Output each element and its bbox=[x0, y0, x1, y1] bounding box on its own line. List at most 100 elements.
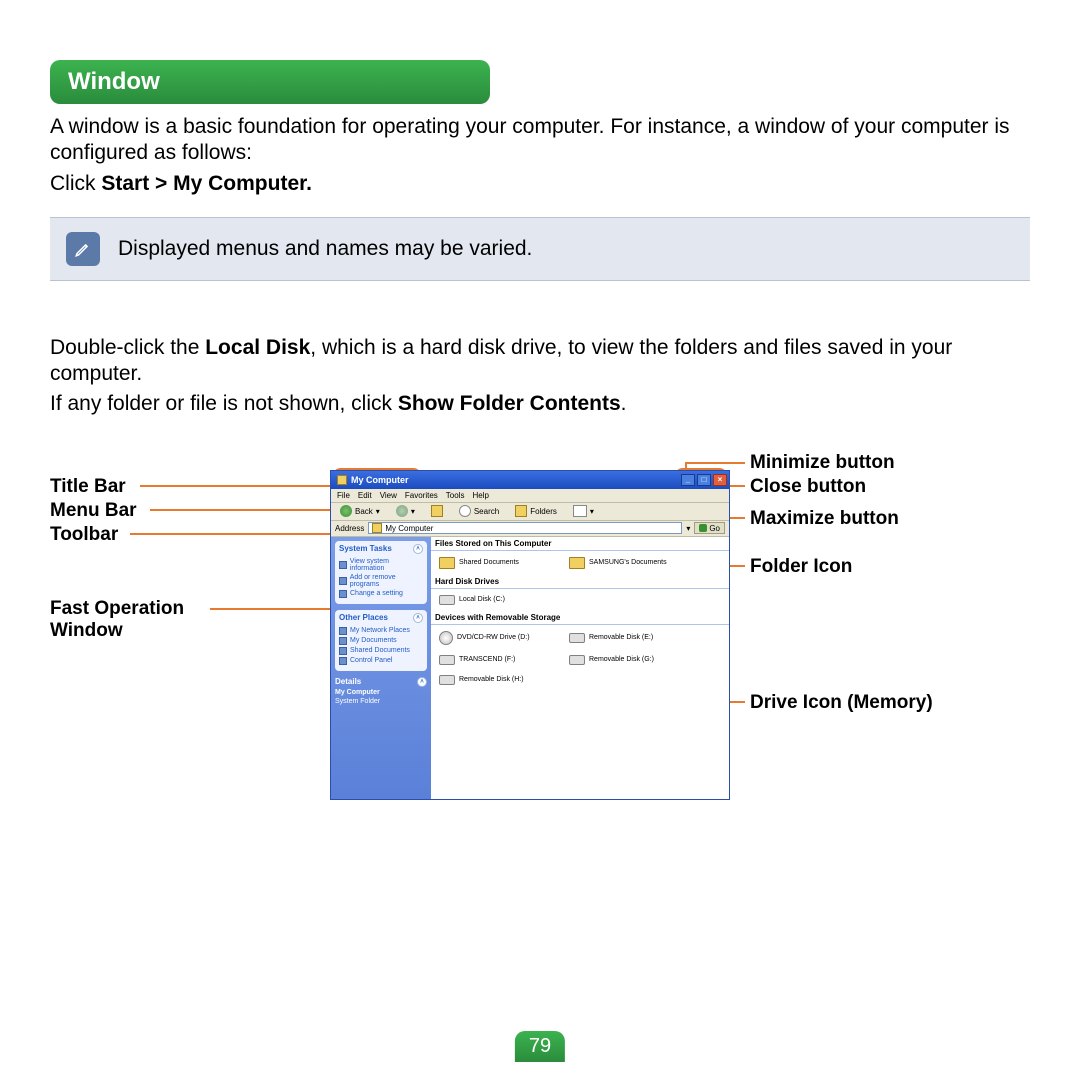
item-label: DVD/CD-RW Drive (D:) bbox=[457, 634, 530, 641]
my-computer-icon bbox=[337, 475, 347, 485]
callout-minimize: Minimize button bbox=[750, 452, 895, 474]
address-value: My Computer bbox=[385, 524, 433, 533]
group-header: Files Stored on This Computer bbox=[431, 537, 729, 551]
annotated-screenshot-diagram: Title Bar Menu Bar Toolbar Fast Operatio… bbox=[50, 458, 1030, 858]
folder-item[interactable]: SAMSUNG's Documents bbox=[569, 557, 689, 569]
item-label: SAMSUNG's Documents bbox=[589, 559, 667, 566]
address-dropdown-icon[interactable]: ▾ bbox=[686, 524, 690, 533]
drive-icon bbox=[569, 655, 585, 665]
go-button[interactable]: Go bbox=[694, 522, 725, 534]
menu-help[interactable]: Help bbox=[472, 491, 488, 500]
folders-icon bbox=[515, 505, 527, 517]
callout-folder-icon: Folder Icon bbox=[750, 556, 852, 578]
page-number: 79 bbox=[515, 1031, 565, 1062]
xp-window: My Computer _ □ × File Edit View Favorit… bbox=[330, 470, 730, 800]
back-button[interactable]: Back ▾ bbox=[335, 503, 385, 519]
sidebar-item[interactable]: View system information bbox=[339, 558, 423, 572]
close-button[interactable]: × bbox=[713, 474, 727, 486]
details-line: My Computer bbox=[335, 689, 380, 696]
back-label: Back bbox=[355, 507, 373, 516]
sidebar-item-label: My Network Places bbox=[350, 627, 410, 634]
drive-item[interactable]: Removable Disk (H:) bbox=[439, 675, 559, 685]
network-icon bbox=[339, 627, 347, 635]
views-icon bbox=[573, 505, 587, 517]
my-computer-icon bbox=[372, 523, 382, 533]
menu-view[interactable]: View bbox=[380, 491, 397, 500]
drive-item[interactable]: TRANSCEND (F:) bbox=[439, 655, 559, 665]
drive-icon bbox=[439, 655, 455, 665]
item-label: Shared Documents bbox=[459, 559, 519, 566]
pencil-icon bbox=[66, 232, 100, 266]
chevron-down-icon: ▾ bbox=[376, 507, 380, 516]
menu-file[interactable]: File bbox=[337, 491, 350, 500]
go-label: Go bbox=[709, 524, 720, 533]
info-icon bbox=[339, 561, 347, 569]
programs-icon bbox=[339, 577, 347, 585]
menu-tools[interactable]: Tools bbox=[446, 491, 465, 500]
details-line: System Folder bbox=[335, 698, 427, 705]
folder-item[interactable]: Shared Documents bbox=[439, 557, 559, 569]
note-box: Displayed menus and names may be varied. bbox=[50, 217, 1030, 281]
chevron-down-icon: ▾ bbox=[590, 507, 594, 516]
xp-menubar[interactable]: File Edit View Favorites Tools Help bbox=[331, 489, 729, 503]
sidebar-item[interactable]: Shared Documents bbox=[339, 647, 423, 655]
group-header: Devices with Removable Storage bbox=[431, 611, 729, 625]
control-panel-icon bbox=[339, 657, 347, 665]
forward-icon bbox=[396, 505, 408, 517]
menu-favorites[interactable]: Favorites bbox=[405, 491, 438, 500]
shared-icon bbox=[339, 647, 347, 655]
sidebar-item-label: Change a setting bbox=[350, 590, 403, 597]
chevron-up-icon[interactable]: ˄ bbox=[413, 613, 423, 623]
chevron-up-icon[interactable]: ˄ bbox=[417, 677, 427, 687]
chevron-up-icon[interactable]: ˄ bbox=[413, 544, 423, 554]
intro-2-prefix: Click bbox=[50, 172, 101, 195]
details-panel: Details ˄ My Computer System Folder bbox=[335, 677, 427, 705]
sidebar-item[interactable]: My Documents bbox=[339, 637, 423, 645]
other-places-title: Other Places bbox=[339, 613, 388, 622]
search-button[interactable]: Search bbox=[454, 503, 504, 519]
minimize-button[interactable]: _ bbox=[681, 474, 695, 486]
up-button[interactable] bbox=[426, 503, 448, 519]
drive-item[interactable]: Removable Disk (G:) bbox=[569, 655, 689, 665]
folders-button[interactable]: Folders bbox=[510, 503, 562, 519]
chevron-down-icon: ▾ bbox=[411, 507, 415, 516]
xp-addressbar: Address My Computer ▾ Go bbox=[331, 521, 729, 537]
note-text: Displayed menus and names may be varied. bbox=[118, 237, 532, 261]
search-label: Search bbox=[474, 507, 499, 516]
views-button[interactable]: ▾ bbox=[568, 503, 599, 519]
para3-bold: Show Folder Contents bbox=[398, 392, 621, 415]
drive-item[interactable]: DVD/CD-RW Drive (D:) bbox=[439, 631, 559, 645]
back-icon bbox=[340, 505, 352, 517]
sidebar-item[interactable]: My Network Places bbox=[339, 627, 423, 635]
go-icon bbox=[699, 524, 707, 532]
xp-sidebar: System Tasks˄ View system information Ad… bbox=[331, 537, 431, 799]
callout-drive-icon: Drive Icon (Memory) bbox=[750, 692, 933, 714]
callout-close: Close button bbox=[750, 476, 866, 498]
address-field[interactable]: My Computer bbox=[368, 522, 682, 534]
intro-2-bold: Start > My Computer. bbox=[101, 172, 312, 195]
menu-edit[interactable]: Edit bbox=[358, 491, 372, 500]
xp-title-text: My Computer bbox=[351, 475, 409, 485]
drive-item[interactable]: Local Disk (C:) bbox=[439, 595, 559, 605]
sidebar-item[interactable]: Control Panel bbox=[339, 657, 423, 665]
drive-item[interactable]: Removable Disk (E:) bbox=[569, 631, 689, 645]
drive-icon bbox=[439, 595, 455, 605]
para2-bold: Local Disk bbox=[205, 336, 310, 359]
search-icon bbox=[459, 505, 471, 517]
section-header: Window bbox=[50, 60, 490, 104]
callout-title-bar: Title Bar bbox=[50, 476, 126, 498]
folder-icon bbox=[439, 557, 455, 569]
xp-titlebar[interactable]: My Computer _ □ × bbox=[331, 471, 729, 489]
para2-prefix: Double-click the bbox=[50, 336, 205, 359]
sidebar-item-label: Control Panel bbox=[350, 657, 392, 664]
sidebar-item[interactable]: Add or remove programs bbox=[339, 574, 423, 588]
intro-paragraph-2: Click Start > My Computer. bbox=[50, 171, 1030, 197]
folder-icon bbox=[569, 557, 585, 569]
forward-button[interactable]: ▾ bbox=[391, 503, 420, 519]
sidebar-item-label: View system information bbox=[350, 558, 423, 572]
details-title: Details bbox=[335, 677, 361, 686]
up-icon bbox=[431, 505, 443, 517]
sidebar-item[interactable]: Change a setting bbox=[339, 590, 423, 598]
maximize-button[interactable]: □ bbox=[697, 474, 711, 486]
callout-fast-operation: Fast Operation Window bbox=[50, 598, 184, 642]
